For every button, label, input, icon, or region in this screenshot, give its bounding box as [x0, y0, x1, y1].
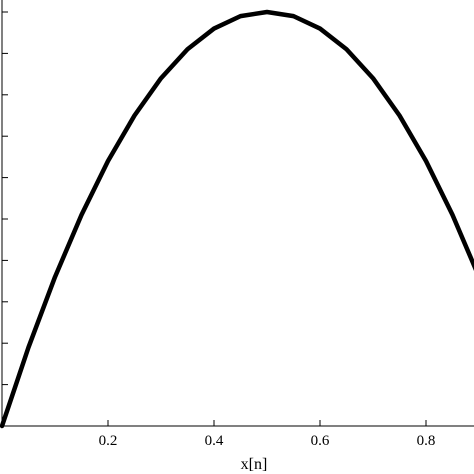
- x-axis-label: x[n]: [241, 456, 268, 473]
- x-tick-label: 0.6: [311, 433, 330, 449]
- plot-area: 0.2 0.4 0.6 0.8: [0, 0, 474, 449]
- x-ticks: 0.2 0.4 0.6 0.8: [99, 420, 436, 449]
- x-tick-label: 0.2: [99, 433, 118, 449]
- series-line: [0, 9, 474, 429]
- y-ticks: [2, 11, 8, 386]
- x-tick-label: 0.8: [417, 433, 436, 449]
- x-tick-label: 0.4: [205, 433, 224, 449]
- series-layer: [0, 9, 474, 429]
